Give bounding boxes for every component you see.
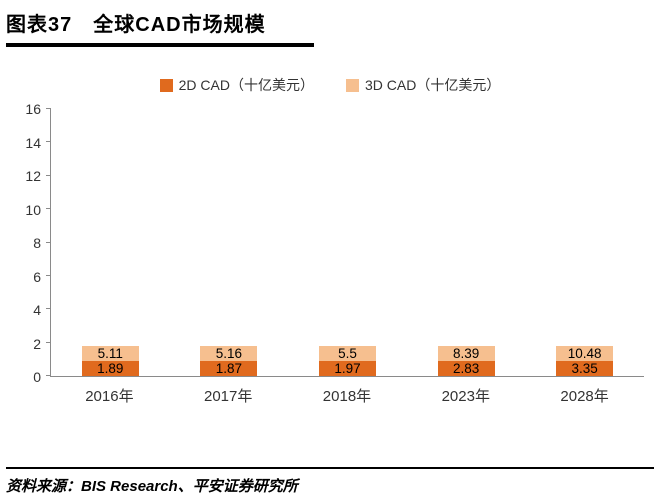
- bar-value-label: 10.48: [567, 346, 602, 361]
- y-tick-label: 16: [25, 101, 41, 117]
- bar-segment-3d-cad: 10.48: [556, 346, 614, 361]
- chart-footer: 资料来源：BIS Research、平安证券研究所: [6, 467, 654, 496]
- legend-swatch: [159, 78, 173, 92]
- bar-value-label: 1.97: [334, 361, 361, 376]
- y-tick-mark: [46, 308, 51, 310]
- bar-value-label: 1.89: [97, 361, 124, 376]
- y-tick-label: 14: [25, 134, 41, 151]
- x-axis-label: 2016年: [85, 388, 134, 405]
- legend-item-2d-cad: 2D CAD（十亿美元）: [159, 75, 314, 95]
- y-tick-label: 6: [33, 268, 41, 285]
- y-tick-mark: [46, 341, 51, 343]
- bar-value-label: 5.11: [97, 346, 123, 361]
- x-axis-spacer: [16, 385, 50, 406]
- bars-group: 5.11 1.89 5.16 1.87 5.5 1.97 8.39 2.83 10.48 3.35: [51, 109, 644, 376]
- x-axis-label: 2018年: [322, 388, 372, 405]
- bar-stack-2018年: 5.5 1.97: [318, 346, 376, 376]
- x-axis-row: 2016年 2017年 2018年 2023年 2028年: [16, 385, 644, 406]
- y-tick-mark: [46, 274, 51, 276]
- y-tick-label: 12: [25, 168, 41, 184]
- bar-stack-2023年: 8.39 2.83: [437, 346, 495, 376]
- bar-value-label: 8.39: [452, 346, 480, 361]
- bar-segment-2d-cad: 3.35: [556, 361, 614, 376]
- plot-row: 0 2 4 6 8 10 12 14 16 5.11 1.89 5.16 1.87 5.5 1.97 8.3…: [16, 101, 644, 385]
- bar-stack-2028年: 10.48 3.35: [556, 346, 614, 376]
- y-tick-mark: [46, 241, 51, 243]
- y-tick-mark: [46, 208, 51, 210]
- x-axis-label: 2028年: [560, 388, 609, 405]
- bar-segment-2d-cad: 2.83: [437, 361, 495, 376]
- chart-title: 图表37 全球CAD市场规模: [6, 14, 266, 36]
- chart-legend: 2D CAD（十亿美元） 3D CAD（十亿美元）: [16, 75, 644, 95]
- y-tick-mark: [46, 174, 51, 176]
- bar-segment-2d-cad: 1.97: [318, 361, 376, 376]
- chart-title-underline: 图表37 全球CAD市场规模: [6, 8, 314, 47]
- y-tick-label: 2: [33, 335, 41, 352]
- y-tick-mark: [46, 141, 51, 143]
- chart-header: 图表37 全球CAD市场规模: [0, 0, 660, 47]
- plot-area: 5.11 1.89 5.16 1.87 5.5 1.97 8.39 2.83 10.48 3.35: [46, 108, 644, 377]
- bar-segment-3d-cad: 5.5: [318, 346, 376, 361]
- bar-value-label: 2.83: [452, 361, 480, 376]
- source-text: 资料来源：BIS Research、平安证券研究所: [6, 478, 298, 495]
- bar-segment-2d-cad: 1.89: [81, 361, 139, 376]
- bar-segment-3d-cad: 5.11: [81, 346, 139, 361]
- bar-segment-3d-cad: 8.39: [437, 346, 495, 361]
- bar-segment-2d-cad: 1.87: [200, 361, 258, 376]
- legend-swatch: [346, 78, 359, 92]
- y-axis: 0 2 4 6 8 10 12 14 16: [16, 101, 50, 385]
- bar-value-label: 3.35: [571, 361, 598, 376]
- bar-segment-3d-cad: 5.16: [200, 346, 258, 361]
- legend-label: 3D CAD（十亿美元）: [365, 77, 501, 93]
- chart-container: 2D CAD（十亿美元） 3D CAD（十亿美元） 0 2 4 6 8 10 12 14 16 5…: [16, 75, 644, 406]
- bar-stack-2016年: 5.11 1.89: [81, 346, 139, 376]
- bar-value-label: 5.5: [338, 346, 357, 361]
- y-tick-label: 8: [33, 235, 41, 251]
- x-axis-label: 2017年: [204, 388, 253, 405]
- bar-value-label: 1.87: [215, 361, 243, 376]
- y-tick-mark: [46, 108, 51, 109]
- y-tick-label: 0: [33, 369, 41, 385]
- legend-item-3d-cad: 3D CAD（十亿美元）: [346, 75, 500, 95]
- x-axis-label: 2023年: [441, 388, 490, 405]
- y-tick-mark: [46, 375, 51, 376]
- bar-stack-2017年: 5.16 1.87: [200, 346, 258, 376]
- y-tick-label: 4: [33, 302, 41, 318]
- y-tick-label: 10: [25, 201, 41, 218]
- legend-label: 2D CAD（十亿美元）: [178, 77, 314, 93]
- bar-value-label: 5.16: [215, 346, 243, 361]
- x-axis-labels: 2016年 2017年 2018年 2023年 2028年: [50, 385, 644, 406]
